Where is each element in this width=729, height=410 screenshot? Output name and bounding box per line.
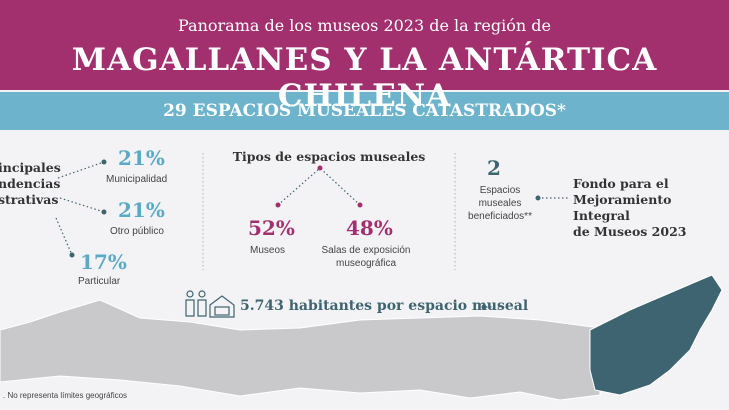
title: MAGALLANES Y LA ANTÁRTICA CHILENA (71, 42, 658, 114)
pct-label: Salas de exposición museográfica (318, 244, 414, 270)
heading-line: ndencias (0, 176, 61, 191)
label-line: Salas de exposición (321, 245, 411, 256)
habitantes: 5.743 habitantes por espacio museal (240, 298, 529, 314)
dots (69, 159, 541, 310)
map-magallanes (589, 274, 723, 396)
fondo-label: Espacios museales beneficiados** (468, 184, 532, 223)
label-line: beneficiados** (468, 211, 532, 222)
label-line: Espacios (479, 185, 521, 196)
dependencias-heading: incipales ndencias strativas (0, 160, 61, 208)
pct: 48% (346, 216, 393, 240)
fondo-heading: Fondo para el Mejoramiento Integral de M… (573, 176, 729, 240)
connectors (55, 153, 568, 308)
label-line: museográfica (335, 258, 397, 269)
pct-label: Otro público (110, 226, 164, 237)
heading-line: Mejoramiento Integral (573, 192, 672, 223)
header-bg (0, 0, 729, 90)
pct: 21% (118, 198, 165, 222)
subtitle: Panorama de los museos 2023 de la región… (178, 16, 551, 35)
heading-line: Fondo para el (573, 176, 669, 191)
band-bg (0, 92, 729, 130)
heading-line: incipales (0, 160, 61, 175)
label-line: Museos (250, 245, 286, 256)
dots-magenta (275, 165, 363, 208)
pct: 21% (118, 146, 165, 170)
fondo-value: 2 (487, 156, 501, 180)
pct-label: Municipalidad (106, 174, 168, 185)
heading-line: de Museos 2023 (573, 224, 687, 239)
label-line: museales (478, 198, 522, 209)
footnote: . No representa límites geográficos (3, 391, 128, 400)
tipos-heading: Tipos de espacios museales (232, 149, 426, 164)
pct-label: Museos (250, 244, 285, 257)
icons (185, 290, 235, 318)
map-region (0, 299, 601, 401)
pct-label: Particular (78, 276, 121, 287)
heading-line: strativas (0, 192, 59, 207)
band-text: 29 ESPACIOS MUSEALES CATASTRADOS* (163, 101, 566, 121)
pct: 52% (248, 216, 295, 240)
pct: 17% (80, 250, 127, 274)
